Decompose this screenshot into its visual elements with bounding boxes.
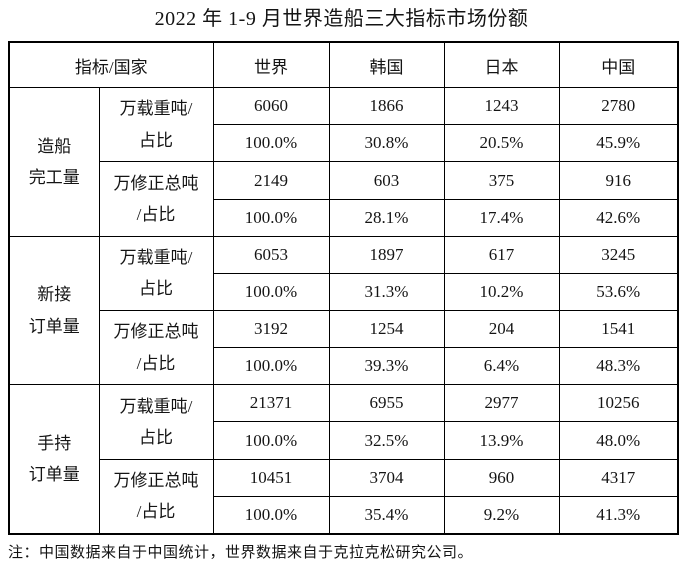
value-cell: 603 bbox=[328, 161, 445, 200]
share-cell: 20.5% bbox=[443, 124, 560, 163]
value-cell: 10451 bbox=[212, 458, 330, 497]
header-col-japan: 日本 bbox=[443, 41, 560, 89]
value-cell: 1541 bbox=[558, 310, 679, 349]
metric-label-dwt: 万载重吨/ 占比 bbox=[98, 87, 214, 163]
share-cell: 42.6% bbox=[558, 198, 679, 237]
share-cell: 41.3% bbox=[558, 495, 679, 535]
share-cell: 39.3% bbox=[328, 347, 445, 386]
share-cell: 45.9% bbox=[558, 124, 679, 163]
value-cell: 204 bbox=[443, 310, 560, 349]
value-cell: 21371 bbox=[212, 384, 330, 423]
table-row: 100.0% 28.1% 17.4% 42.6% bbox=[9, 198, 679, 237]
share-cell: 100.0% bbox=[212, 421, 330, 460]
header-col-world: 世界 bbox=[212, 41, 330, 89]
value-cell: 1897 bbox=[328, 235, 445, 274]
share-cell: 17.4% bbox=[443, 198, 560, 237]
table-row: 造船 完工量 万载重吨/ 占比 6060 1866 1243 2780 bbox=[8, 87, 679, 237]
table-row: 100.0% 35.4% 9.2% 41.3% bbox=[9, 495, 679, 535]
value-cell: 916 bbox=[558, 161, 679, 200]
share-cell: 48.0% bbox=[558, 421, 679, 460]
share-cell: 100.0% bbox=[212, 198, 330, 237]
share-cell: 32.5% bbox=[328, 421, 445, 460]
value-cell: 960 bbox=[443, 458, 560, 497]
table-row: 万修正总吨 /占比 3192 1254 204 1541 bbox=[9, 310, 679, 386]
share-cell: 35.4% bbox=[328, 495, 445, 535]
value-cell: 6060 bbox=[212, 87, 330, 126]
value-cell: 6053 bbox=[212, 235, 330, 274]
metric-label-cgt: 万修正总吨 /占比 bbox=[98, 458, 214, 535]
value-cell: 1866 bbox=[328, 87, 445, 126]
value-cell: 3704 bbox=[328, 458, 445, 497]
group-label-new-orders: 新接 订单量 bbox=[8, 235, 100, 386]
table-row: 新接 订单量 万载重吨/ 占比 6053 1897 617 3245 bbox=[8, 235, 679, 386]
share-cell: 100.0% bbox=[212, 495, 330, 535]
table-row: 万修正总吨 /占比 10451 3704 960 4317 bbox=[9, 458, 679, 535]
value-cell: 10256 bbox=[558, 384, 679, 423]
table-row: 100.0% 32.5% 13.9% 48.0% bbox=[9, 421, 679, 460]
value-cell: 2149 bbox=[212, 161, 330, 200]
value-cell: 3245 bbox=[558, 235, 679, 274]
table-row: 100.0% 30.8% 20.5% 45.9% bbox=[9, 124, 679, 163]
value-cell: 375 bbox=[443, 161, 560, 200]
share-cell: 13.9% bbox=[443, 421, 560, 460]
value-cell: 1254 bbox=[328, 310, 445, 349]
share-cell: 53.6% bbox=[558, 272, 679, 312]
share-cell: 30.8% bbox=[328, 124, 445, 163]
share-cell: 28.1% bbox=[328, 198, 445, 237]
metric-label-cgt: 万修正总吨 /占比 bbox=[98, 310, 214, 386]
value-cell: 6955 bbox=[328, 384, 445, 423]
value-cell: 3192 bbox=[212, 310, 330, 349]
table-header-row: 指标/国家 世界 韩国 日本 中国 bbox=[8, 41, 679, 89]
page-title: 2022 年 1-9 月世界造船三大指标市场份额 bbox=[154, 8, 529, 30]
header-col-korea: 韩国 bbox=[328, 41, 445, 89]
value-cell: 1243 bbox=[443, 87, 560, 126]
table-row: 100.0% 31.3% 10.2% 53.6% bbox=[9, 272, 679, 312]
value-cell: 617 bbox=[443, 235, 560, 274]
header-indicator-country: 指标/国家 bbox=[8, 41, 214, 89]
header-col-china: 中国 bbox=[558, 41, 679, 89]
value-cell: 2977 bbox=[443, 384, 560, 423]
share-cell: 100.0% bbox=[212, 347, 330, 386]
table-row: 100.0% 39.3% 6.4% 48.3% bbox=[9, 347, 679, 386]
share-cell: 6.4% bbox=[443, 347, 560, 386]
share-cell: 100.0% bbox=[212, 124, 330, 163]
share-cell: 10.2% bbox=[443, 272, 560, 312]
share-cell: 100.0% bbox=[212, 272, 330, 312]
metric-label-dwt: 万载重吨/ 占比 bbox=[98, 235, 214, 312]
metric-label-dwt: 万载重吨/ 占比 bbox=[98, 384, 214, 460]
metric-label-cgt: 万修正总吨 /占比 bbox=[98, 161, 214, 237]
table-row: 万修正总吨 /占比 2149 603 375 916 bbox=[9, 161, 679, 237]
table-row: 手持 订单量 万载重吨/ 占比 21371 6955 2977 10256 bbox=[8, 384, 679, 535]
value-cell: 2780 bbox=[558, 87, 679, 126]
market-share-table: 指标/国家 世界 韩国 日本 中国 造船 完工量 万载重吨/ 占比 6060 1… bbox=[8, 41, 680, 535]
share-cell: 31.3% bbox=[328, 272, 445, 312]
share-cell: 48.3% bbox=[558, 347, 679, 386]
group-label-orders-on-hand: 手持 订单量 bbox=[8, 384, 100, 535]
share-cell: 9.2% bbox=[443, 495, 560, 535]
value-cell: 4317 bbox=[558, 458, 679, 497]
footnote: 注：中国数据来自于中国统计，世界数据来自于克拉克松研究公司。 bbox=[8, 545, 474, 561]
group-label-completions: 造船 完工量 bbox=[8, 87, 100, 237]
